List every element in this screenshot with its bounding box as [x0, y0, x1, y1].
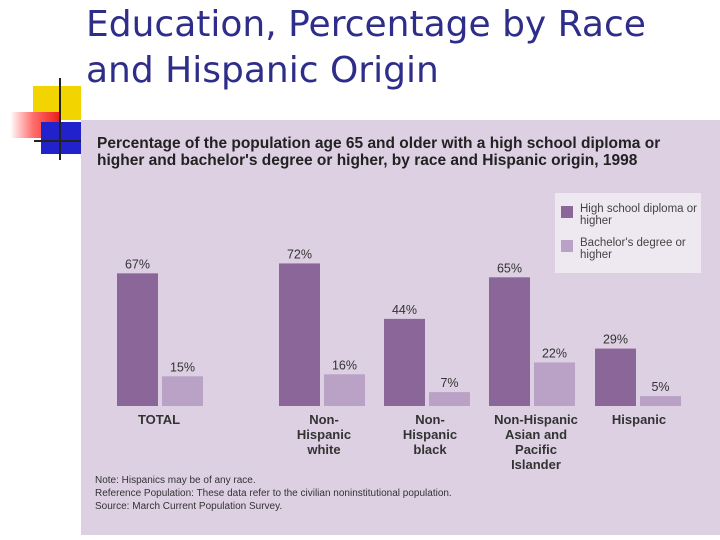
category-label-3-line-3: black: [413, 442, 447, 457]
chart-legend: High school diploma or higher Bachelor's…: [555, 193, 701, 273]
data-label-bachelors-3: 7%: [440, 376, 458, 390]
category-label-4-line-3: Pacific: [515, 442, 557, 457]
bar-high-school-5: [595, 348, 636, 406]
data-label-bachelors-1: 15%: [170, 360, 195, 374]
category-label-3-line-1: Non-: [415, 412, 445, 427]
legend-label-high-school: High school diploma or higher: [580, 203, 697, 227]
category-label-1-line-1: TOTAL: [138, 412, 180, 427]
bar-bachelors-2: [324, 374, 365, 406]
bar-high-school-2: [279, 263, 320, 406]
bar-bachelors-4: [534, 362, 575, 406]
note-source: Source: March Current Population Survey.: [95, 501, 283, 512]
data-label-high-school-2: 72%: [287, 247, 312, 261]
bar-high-school-4: [489, 277, 530, 406]
chart-title: Percentage of the population age 65 and …: [97, 135, 661, 169]
category-label-2-line-1: Non-: [309, 412, 339, 427]
legend-label-bachelors: Bachelor's degree or higher: [580, 237, 686, 261]
decorative-blue-square: [41, 122, 81, 154]
data-label-high-school-5: 29%: [603, 333, 628, 347]
category-label-2-line-3: white: [306, 442, 340, 457]
decorative-horizontal-line: [34, 140, 86, 142]
data-label-high-school-4: 65%: [497, 261, 522, 275]
data-label-bachelors-2: 16%: [332, 358, 357, 372]
bar-high-school-3: [384, 318, 425, 406]
category-label-4-line-2: Asian and: [505, 427, 567, 442]
category-label-4-line-1: Non-Hispanic: [494, 412, 578, 427]
bar-bachelors-1: [162, 376, 203, 406]
legend-swatch-bachelors: [561, 240, 573, 252]
bar-chart: 67%15%TOTAL72%16%Non-Hispanicwhite44%7%N…: [117, 247, 681, 472]
category-label-3-line-2: Hispanic: [403, 427, 457, 442]
bar-bachelors-3: [429, 392, 470, 406]
data-label-bachelors-4: 22%: [542, 346, 567, 360]
chart-panel: 67% 15% TOTAL 72% 16% Non- Hispanic white 44% 7% N…: [81, 120, 720, 535]
note-hispanic-race: Note: Hispanics may be of any race.: [95, 475, 256, 486]
bar-high-school-1: [117, 273, 158, 406]
legend-swatch-high-school: [561, 206, 573, 218]
note-reference-population: Reference Population: These data refer t…: [95, 488, 452, 499]
chart-notes: Note: Hispanics may be of any race. Refe…: [95, 474, 705, 513]
category-label-4-line-4: Islander: [511, 457, 561, 472]
data-label-bachelors-5: 5%: [651, 380, 669, 394]
data-label-high-school-3: 44%: [392, 303, 417, 317]
category-label-2-line-2: Hispanic: [297, 427, 351, 442]
data-label-high-school-1: 67%: [125, 257, 150, 271]
bar-bachelors-5: [640, 396, 681, 406]
category-label-5-line-1: Hispanic: [612, 412, 666, 427]
decorative-vertical-line: [59, 78, 61, 160]
slide-title: Education, Percentage by Race and Hispan…: [86, 4, 646, 91]
